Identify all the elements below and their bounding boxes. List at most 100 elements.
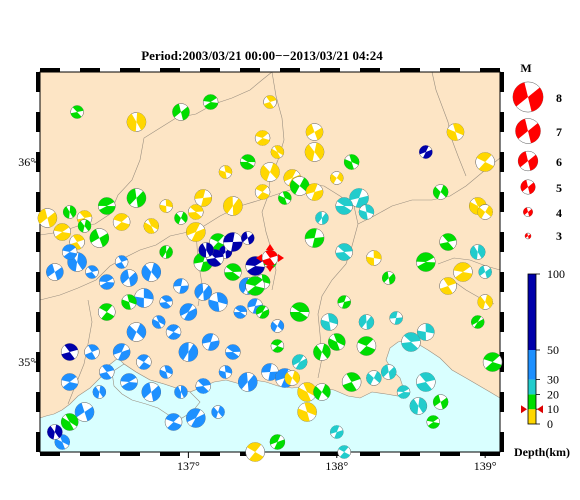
earthquake-beachball <box>432 184 449 200</box>
earthquake-beachball <box>37 208 58 228</box>
earthquake-beachball <box>261 363 279 381</box>
earthquake-beachball <box>269 434 286 450</box>
depth-colorbar-band <box>528 394 536 410</box>
earthquake-beachball <box>260 162 280 182</box>
border-segment <box>500 152 504 172</box>
earthquake-beachball <box>208 292 228 312</box>
border-segment <box>400 452 420 456</box>
earthquake-beachball <box>389 311 403 325</box>
border-segment <box>36 192 40 212</box>
main-event-arrow <box>278 254 284 262</box>
earthquake-beachball <box>120 269 138 287</box>
earthquake-beachball <box>270 145 285 159</box>
border-segment <box>40 68 60 72</box>
earthquake-beachball <box>77 219 92 233</box>
earthquake-beachball <box>320 313 339 331</box>
earthquake-beachball <box>141 382 162 402</box>
earthquake-beachball <box>172 103 190 121</box>
depth-marker-right-arrow <box>537 405 543 414</box>
earthquake-beachball <box>439 233 457 251</box>
earthquake-beachball <box>358 204 375 220</box>
border-segment <box>80 68 100 72</box>
border-segment <box>36 272 40 292</box>
border-segment <box>36 392 40 412</box>
earthquake-beachball <box>315 211 329 225</box>
earthquake-beachball <box>304 228 325 248</box>
earthquake-beachball <box>396 385 411 399</box>
earthquake-beachball <box>426 415 440 429</box>
earthquake-beachball <box>134 288 154 308</box>
earthquake-beachball <box>358 314 375 330</box>
earthquake-beachball <box>98 303 116 321</box>
main-event-arrow <box>256 254 262 262</box>
earthquake-beachball <box>186 222 206 242</box>
earthquake-beachball <box>224 263 242 281</box>
depth-colorbar-band <box>528 350 536 380</box>
earthquake-beachball <box>202 94 219 110</box>
magnitude-legend-ball <box>515 118 541 144</box>
earthquake-beachball <box>120 373 138 391</box>
earthquake-beachball <box>305 123 324 141</box>
border-segment <box>500 112 504 132</box>
border-segment <box>400 68 420 72</box>
border-segment <box>360 452 380 456</box>
earthquake-beachball <box>478 265 492 279</box>
depth-tick-label: 50 <box>547 343 559 357</box>
earthquake-beachball <box>313 343 331 361</box>
depth-tick-label: 30 <box>547 373 559 387</box>
border-segment <box>480 68 500 72</box>
border-segment <box>500 272 504 292</box>
earthquake-beachball <box>343 154 360 170</box>
earthquake-beachball <box>223 196 243 216</box>
magnitude-label: 4 <box>556 206 562 220</box>
depth-colorbar-frame <box>527 273 537 425</box>
border-segment <box>240 68 260 72</box>
depth-tick-label: 100 <box>547 267 565 281</box>
border-segment <box>200 452 220 456</box>
earthquake-beachball <box>337 295 351 309</box>
border-segment <box>280 68 300 72</box>
depth-marker <box>521 405 543 414</box>
earthquake-beachball <box>313 383 331 401</box>
longitude-ticks: 137° 138° 139° <box>177 452 497 473</box>
earthquake-beachball <box>233 305 248 319</box>
earthquake-beachball <box>186 408 206 428</box>
earthquake-beachball <box>330 171 344 185</box>
main-event-beachball <box>261 249 279 267</box>
earthquake-beachball <box>84 344 100 360</box>
earthquake-beachball <box>328 333 346 351</box>
earthquake-beachball <box>74 402 95 422</box>
earthquake-beachball <box>335 243 353 261</box>
earthquake-beachball <box>278 191 292 205</box>
earthquake-beachball <box>291 354 308 370</box>
depth-colorbar-band <box>528 274 536 350</box>
x-tick-label: 137° <box>177 459 200 473</box>
earthquake-beachball <box>112 343 131 361</box>
earthquake-beachball <box>477 204 493 220</box>
earthquake-beachball <box>366 370 382 386</box>
earthquake-beachball <box>126 188 147 208</box>
border-segment <box>36 432 40 452</box>
earthquake-beachball <box>60 413 79 431</box>
earthquake-beachball <box>143 218 160 234</box>
earthquake-beachball <box>218 165 233 179</box>
depth-tick-label: 10 <box>547 402 559 416</box>
earthquake-beachball <box>47 424 63 440</box>
magnitude-legend-title: M <box>520 61 531 75</box>
earthquake-beachball <box>245 276 265 296</box>
earthquake-beachball <box>419 145 433 159</box>
border-segment <box>440 68 460 72</box>
border-segment <box>480 452 500 456</box>
earthquake-beachball <box>446 123 465 141</box>
earthquake-beachball <box>245 442 265 462</box>
latitude-ticks: 36° 35° <box>18 155 40 369</box>
border-segment <box>360 68 380 72</box>
earthquake-beachball <box>174 211 188 225</box>
earthquake-beachball <box>60 373 79 391</box>
earthquake-beachball <box>297 382 317 402</box>
earthquake-beachball <box>416 372 436 392</box>
earthquake-beachball <box>470 315 485 329</box>
x-tick-label: 139° <box>474 459 497 473</box>
earthquake-beachball <box>61 244 78 260</box>
